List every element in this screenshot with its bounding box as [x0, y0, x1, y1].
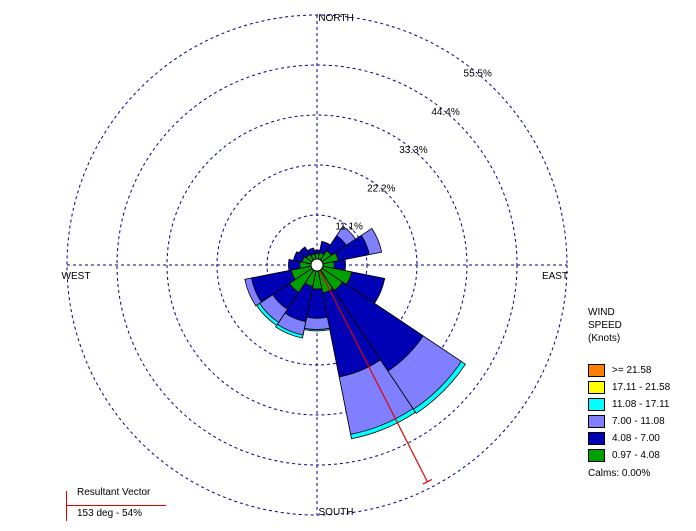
west-label: WEST — [62, 271, 91, 282]
legend-label: 0.97 - 4.08 — [612, 450, 660, 461]
east-label: EAST — [542, 271, 568, 282]
legend-label: 4.08 - 7.00 — [612, 433, 660, 444]
resultant-vector-legend: Resultant Vector 153 deg - 54% — [66, 487, 166, 521]
center-hub — [310, 258, 324, 272]
legend-title: WIND SPEED (Knots) — [588, 307, 622, 344]
legend-swatch — [588, 449, 605, 462]
wind-petals — [244, 225, 466, 440]
legend-swatch — [588, 415, 605, 428]
ring-labels: 11.1% 22.2% 33.3% 44.4% 55.5% — [335, 68, 492, 232]
calms-label: Calms: 0.00% — [588, 468, 651, 479]
ring-label-4: 44.4% — [431, 107, 459, 118]
sector-247.5-deg — [244, 265, 313, 307]
legend-item: 0.97 - 4.08 — [588, 447, 670, 464]
polar-grid — [66, 14, 568, 516]
resultant-line — [316, 264, 428, 483]
ring-label-3: 33.3% — [399, 145, 427, 156]
direction-labels: NORTH SOUTH EAST WEST — [62, 13, 569, 518]
ring-label-5: 55.5% — [464, 68, 492, 79]
legend-items: >= 21.58 17.11 - 21.58 11.08 - 17.11 7.00 -… — [588, 362, 670, 464]
legend-label: 11.08 - 17.11 — [612, 399, 670, 410]
legend-swatch — [588, 364, 605, 377]
wind-speed-legend: WIND SPEED (Knots) >= 21.58 17.11 - 21.58… — [588, 306, 670, 479]
grid-ring-3 — [166, 114, 468, 416]
legend-item: 11.08 - 17.11 — [588, 396, 670, 413]
north-label: NORTH — [318, 13, 353, 24]
resultant-legend-hline — [66, 505, 166, 506]
legend-item: 17.11 - 21.58 — [588, 379, 670, 396]
legend-swatch — [588, 381, 605, 394]
resultant-legend-vline — [66, 491, 67, 521]
legend-item: 7.00 - 11.08 — [588, 413, 670, 430]
sector-135-deg — [319, 267, 466, 414]
center-circle — [310, 258, 324, 272]
sector-337.5-deg — [306, 247, 317, 261]
legend-label: 17.11 - 21.58 — [612, 382, 671, 393]
legend-item: >= 21.58 — [588, 362, 670, 379]
resultant-value: 153 deg - 54% — [77, 508, 143, 519]
legend-swatch — [588, 432, 605, 445]
sector-225-deg — [256, 267, 315, 326]
legend-label: 7.00 - 11.08 — [612, 416, 665, 427]
resultant-vector — [316, 264, 433, 485]
resultant-tick — [422, 478, 433, 485]
sector-202.5-deg — [275, 269, 317, 339]
legend-label: >= 21.58 — [612, 365, 652, 376]
resultant-title: Resultant Vector — [77, 487, 151, 498]
south-label: SOUTH — [319, 507, 354, 518]
legend-item: 4.08 - 7.00 — [588, 430, 670, 447]
legend-swatch — [588, 398, 605, 411]
ring-label-1: 11.1% — [335, 222, 363, 233]
ring-label-2: 22.2% — [367, 183, 395, 194]
